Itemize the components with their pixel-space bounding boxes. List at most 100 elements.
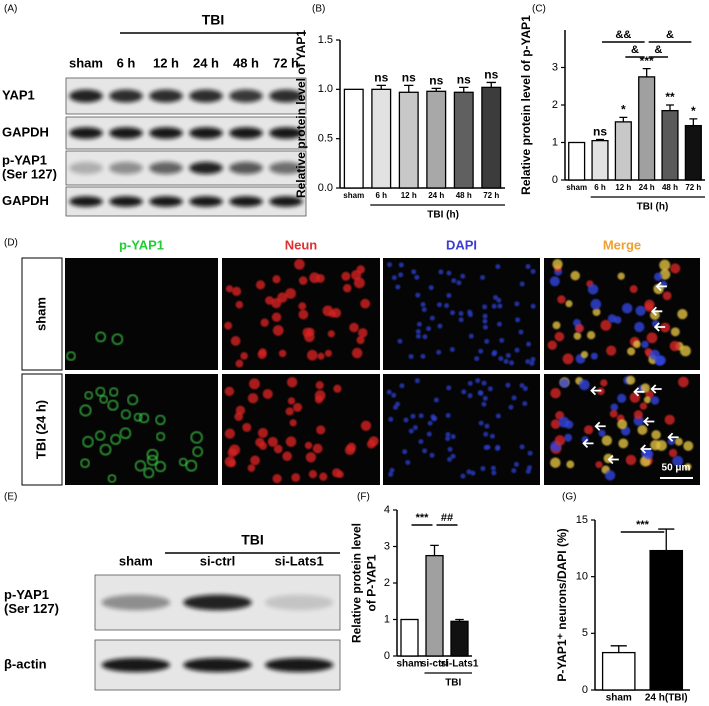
channel-label: p-YAP1 [119,237,164,252]
cell [557,295,566,304]
cell [341,271,351,281]
cell [633,410,643,420]
bar [371,88,392,189]
cell [633,340,641,349]
cell [460,473,466,479]
cell [119,427,132,440]
x-tick-label: 12 h [401,191,417,200]
arrow [594,421,606,431]
cell [529,360,535,366]
cell [447,456,453,462]
cell [587,284,599,295]
cell [271,298,282,309]
cell [550,419,561,429]
cell [420,301,426,307]
y-tick-label: 1.0 [318,83,333,95]
cell [481,401,487,407]
cell [683,440,694,451]
blot-band [269,196,303,207]
cell [470,470,476,476]
cell [467,309,473,315]
arrow [655,281,667,291]
y-tick-label: 1 [384,613,390,625]
cell [391,275,397,281]
lane-label: 6 h [117,55,136,70]
cell [674,437,683,446]
cell [414,274,420,280]
cell [590,298,602,310]
significance: ns [457,73,471,87]
cell [257,427,268,438]
cell [575,323,584,333]
cell [155,414,166,426]
cell [491,470,497,476]
cell [564,433,573,442]
cell [639,402,648,410]
cell [272,474,282,484]
blot-band [264,658,334,672]
cell [667,437,676,446]
cell [286,377,298,388]
cell [306,349,318,361]
cell [79,404,92,417]
cell [609,409,618,418]
lane-label: 72 h [273,55,299,70]
cell [653,272,663,281]
cell [660,322,671,333]
cell [450,453,456,459]
cell [324,349,333,357]
blot-band [229,127,263,139]
cell [480,466,486,472]
cell [415,328,421,334]
cell [480,275,486,281]
cell [422,334,428,340]
cell [617,419,628,430]
cell [327,330,335,338]
cell [566,460,575,469]
cell [478,420,484,426]
cell [458,317,464,323]
x-tick-label: sham [566,183,587,192]
panel-label: (B) [312,4,325,15]
bar [684,124,702,181]
bar [450,620,469,657]
cell [225,285,234,293]
cell [519,382,525,388]
cell [388,416,394,422]
blot-band [69,161,103,175]
significance: ns [484,68,498,82]
cell [552,258,563,270]
cell [408,354,414,360]
cell [360,420,372,431]
cell [643,449,654,460]
cell [298,302,307,311]
bar [453,91,474,189]
cell [484,338,490,344]
cell [654,356,665,366]
blot-band [264,594,334,611]
blot-band [229,161,263,175]
cell [511,395,517,401]
row-label: TBI (24 h) [33,400,48,459]
row-label: p-YAP1 [2,152,47,167]
cell [559,378,570,388]
cell [478,348,484,354]
cell [641,340,649,349]
cell [293,402,303,412]
cell [492,349,498,355]
error-bar [658,528,675,551]
cell [395,401,401,407]
cell [433,397,439,403]
cell [107,399,119,411]
cell [590,352,598,360]
cell [242,422,252,432]
cell [224,428,236,439]
cell [315,381,324,390]
error-bar [376,84,386,90]
blot-band [101,658,171,672]
cell [637,424,648,435]
error-bar [689,118,698,126]
cell [304,441,313,450]
cell [95,430,106,441]
significance: ** [665,90,675,104]
